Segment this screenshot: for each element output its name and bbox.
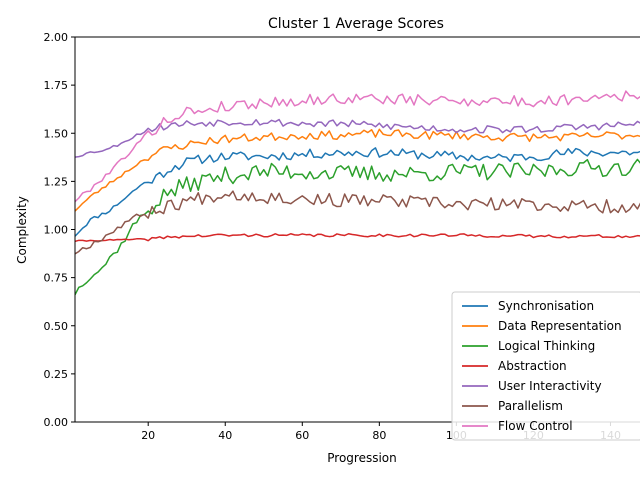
legend-box: [451, 291, 640, 441]
legend-label: Data Representation: [498, 319, 622, 333]
series-line-synchronisation: [75, 147, 640, 237]
y-tick-label: 1.50: [44, 127, 69, 140]
x-axis-label: Progression: [327, 451, 397, 465]
legend-label: User Interactivity: [498, 379, 602, 393]
y-tick-label: 1.25: [44, 175, 69, 188]
x-tick-label: 80: [372, 429, 386, 442]
chart-title: Cluster 1 Average Scores: [268, 16, 444, 32]
legend-label: Flow Control: [498, 419, 573, 433]
legend-label: Abstraction: [498, 359, 567, 373]
y-axis-label: Complexity: [15, 196, 29, 264]
legend-label: Synchronisation: [498, 299, 594, 313]
y-tick-label: 0.75: [44, 272, 69, 285]
legend-label: Parallelism: [498, 399, 563, 413]
x-tick-label: 60: [295, 429, 309, 442]
series-line-logical-thinking: [75, 158, 640, 296]
series-line-data-representation: [75, 128, 640, 212]
x-tick-label: 40: [218, 429, 232, 442]
y-tick-label: 1.00: [44, 224, 69, 237]
legend-label: Logical Thinking: [498, 339, 595, 353]
y-tick-label: 0.00: [44, 416, 69, 429]
series-line-user-interactivity: [75, 118, 640, 158]
series-line-abstraction: [75, 233, 640, 243]
y-tick-label: 2.00: [44, 31, 69, 44]
y-tick-label: 0.50: [44, 320, 69, 333]
y-tick-label: 1.75: [44, 79, 69, 92]
y-tick-label: 0.25: [44, 368, 69, 381]
series-line-flow-control: [75, 90, 640, 203]
plot-lines: [75, 90, 640, 296]
y-axis: 0.00 0.25 0.50 0.75 1.00 1.25 1.50 1.75 2.00: [44, 31, 75, 429]
x-tick-label: 20: [141, 429, 155, 442]
series-line-parallelism: [75, 190, 640, 255]
legend: Synchronisation Data Representation Logica…: [451, 291, 640, 441]
